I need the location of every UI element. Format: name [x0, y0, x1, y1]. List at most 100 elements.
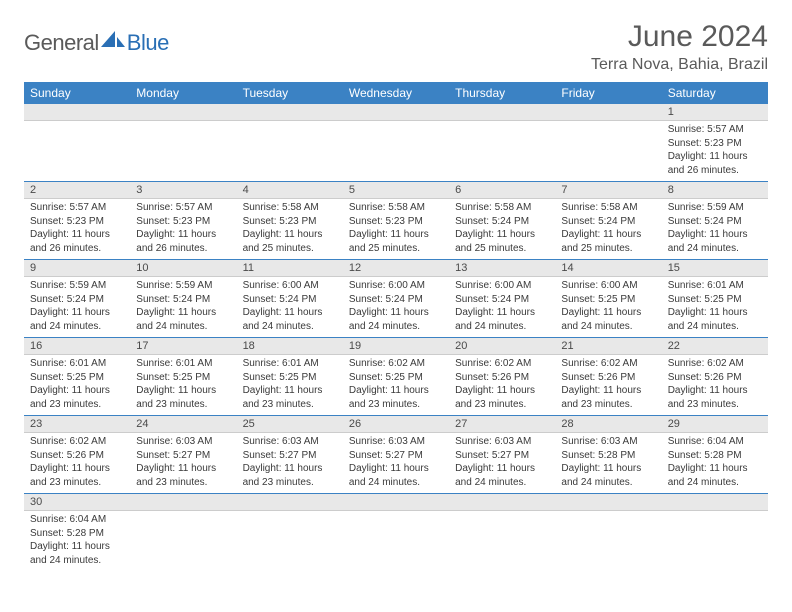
daylight-text: Daylight: 11 hours [349, 228, 443, 242]
title-block: June 2024 Terra Nova, Bahia, Brazil [591, 20, 768, 74]
daylight-text: and 24 minutes. [561, 476, 655, 490]
sunset-text: Sunset: 5:24 PM [455, 293, 549, 307]
day-data: Sunrise: 6:01 AMSunset: 5:25 PMDaylight:… [130, 355, 236, 415]
day-data: Sunrise: 6:02 AMSunset: 5:25 PMDaylight:… [343, 355, 449, 415]
daylight-text: and 24 minutes. [455, 320, 549, 334]
day-number [449, 494, 555, 510]
sunrise-text: Sunrise: 6:04 AM [668, 435, 762, 449]
daylight-text: Daylight: 11 hours [561, 228, 655, 242]
month-title: June 2024 [591, 20, 768, 54]
calendar-cell: 1Sunrise: 5:57 AMSunset: 5:23 PMDaylight… [662, 104, 768, 181]
daylight-text: Daylight: 11 hours [455, 384, 549, 398]
calendar-cell: 15Sunrise: 6:01 AMSunset: 5:25 PMDayligh… [662, 259, 768, 337]
sunrise-text: Sunrise: 6:02 AM [30, 435, 124, 449]
day-number [343, 104, 449, 120]
calendar-cell [555, 493, 661, 571]
header: General Blue June 2024 Terra Nova, Bahia… [24, 20, 768, 74]
calendar-cell [130, 104, 236, 181]
day-data: Sunrise: 6:00 AMSunset: 5:24 PMDaylight:… [343, 277, 449, 337]
day-data [130, 511, 236, 517]
daylight-text: and 23 minutes. [30, 398, 124, 412]
daylight-text: Daylight: 11 hours [136, 384, 230, 398]
daylight-text: and 24 minutes. [668, 242, 762, 256]
day-number [24, 104, 130, 120]
day-number: 5 [343, 182, 449, 198]
daylight-text: Daylight: 11 hours [668, 228, 762, 242]
sunrise-text: Sunrise: 6:03 AM [561, 435, 655, 449]
daylight-text: Daylight: 11 hours [561, 462, 655, 476]
calendar-cell [449, 493, 555, 571]
sunset-text: Sunset: 5:23 PM [668, 137, 762, 151]
day-data: Sunrise: 6:02 AMSunset: 5:26 PMDaylight:… [662, 355, 768, 415]
day-number: 18 [237, 338, 343, 354]
calendar-page: General Blue June 2024 Terra Nova, Bahia… [0, 0, 792, 591]
calendar-cell: 14Sunrise: 6:00 AMSunset: 5:25 PMDayligh… [555, 259, 661, 337]
day-data [237, 121, 343, 127]
day-number [555, 494, 661, 510]
day-data: Sunrise: 6:03 AMSunset: 5:27 PMDaylight:… [130, 433, 236, 493]
daylight-text: Daylight: 11 hours [668, 150, 762, 164]
calendar-cell: 24Sunrise: 6:03 AMSunset: 5:27 PMDayligh… [130, 415, 236, 493]
day-number: 23 [24, 416, 130, 432]
day-number: 24 [130, 416, 236, 432]
daylight-text: and 26 minutes. [30, 242, 124, 256]
calendar-cell [343, 493, 449, 571]
calendar-cell: 27Sunrise: 6:03 AMSunset: 5:27 PMDayligh… [449, 415, 555, 493]
day-number [449, 104, 555, 120]
weekday-header: Sunday [24, 82, 130, 104]
sunset-text: Sunset: 5:27 PM [455, 449, 549, 463]
daylight-text: Daylight: 11 hours [243, 228, 337, 242]
weekday-header: Monday [130, 82, 236, 104]
sunset-text: Sunset: 5:27 PM [349, 449, 443, 463]
day-number [555, 104, 661, 120]
calendar-cell: 9Sunrise: 5:59 AMSunset: 5:24 PMDaylight… [24, 259, 130, 337]
brand-logo: General Blue [24, 30, 169, 56]
sunrise-text: Sunrise: 6:02 AM [455, 357, 549, 371]
sunrise-text: Sunrise: 6:01 AM [668, 279, 762, 293]
daylight-text: and 23 minutes. [243, 476, 337, 490]
sunset-text: Sunset: 5:25 PM [136, 371, 230, 385]
sunset-text: Sunset: 5:27 PM [136, 449, 230, 463]
daylight-text: Daylight: 11 hours [561, 384, 655, 398]
daylight-text: Daylight: 11 hours [30, 228, 124, 242]
sunset-text: Sunset: 5:23 PM [30, 215, 124, 229]
sunrise-text: Sunrise: 5:57 AM [136, 201, 230, 215]
calendar-cell [130, 493, 236, 571]
day-number: 25 [237, 416, 343, 432]
sunrise-text: Sunrise: 6:02 AM [668, 357, 762, 371]
day-number [130, 104, 236, 120]
day-data [449, 121, 555, 127]
daylight-text: and 23 minutes. [30, 476, 124, 490]
day-data: Sunrise: 5:57 AMSunset: 5:23 PMDaylight:… [24, 199, 130, 259]
weekday-header-row: Sunday Monday Tuesday Wednesday Thursday… [24, 82, 768, 104]
daylight-text: Daylight: 11 hours [561, 306, 655, 320]
day-number: 20 [449, 338, 555, 354]
daylight-text: and 23 minutes. [455, 398, 549, 412]
daylight-text: and 23 minutes. [561, 398, 655, 412]
sunset-text: Sunset: 5:24 PM [136, 293, 230, 307]
sunset-text: Sunset: 5:25 PM [30, 371, 124, 385]
day-number [343, 494, 449, 510]
sunrise-text: Sunrise: 6:03 AM [455, 435, 549, 449]
calendar-cell: 8Sunrise: 5:59 AMSunset: 5:24 PMDaylight… [662, 181, 768, 259]
day-number: 4 [237, 182, 343, 198]
day-number: 6 [449, 182, 555, 198]
day-data: Sunrise: 6:01 AMSunset: 5:25 PMDaylight:… [24, 355, 130, 415]
day-number: 9 [24, 260, 130, 276]
daylight-text: Daylight: 11 hours [30, 384, 124, 398]
sunset-text: Sunset: 5:23 PM [136, 215, 230, 229]
day-number: 21 [555, 338, 661, 354]
day-data: Sunrise: 5:59 AMSunset: 5:24 PMDaylight:… [662, 199, 768, 259]
daylight-text: Daylight: 11 hours [349, 306, 443, 320]
day-number: 15 [662, 260, 768, 276]
day-number: 8 [662, 182, 768, 198]
daylight-text: and 24 minutes. [243, 320, 337, 334]
calendar-week-row: 30Sunrise: 6:04 AMSunset: 5:28 PMDayligh… [24, 493, 768, 571]
sunset-text: Sunset: 5:24 PM [243, 293, 337, 307]
daylight-text: and 23 minutes. [349, 398, 443, 412]
sunrise-text: Sunrise: 6:00 AM [349, 279, 443, 293]
calendar-cell: 26Sunrise: 6:03 AMSunset: 5:27 PMDayligh… [343, 415, 449, 493]
sunset-text: Sunset: 5:26 PM [561, 371, 655, 385]
daylight-text: and 24 minutes. [349, 476, 443, 490]
sunset-text: Sunset: 5:26 PM [30, 449, 124, 463]
